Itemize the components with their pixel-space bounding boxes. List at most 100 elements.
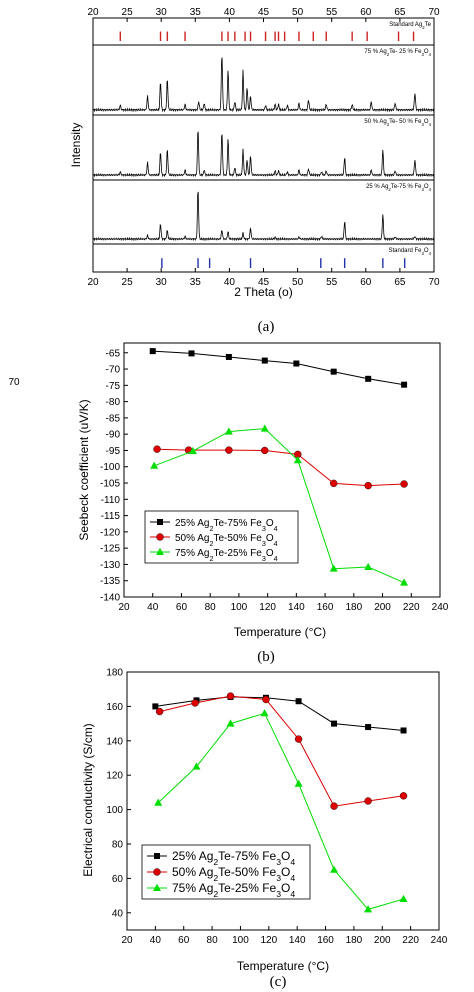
y-tick-label: -130 bbox=[100, 560, 120, 571]
x-tick-label-bottom: 25 bbox=[122, 277, 134, 288]
y-tick-label: -70 bbox=[106, 365, 121, 376]
square-marker bbox=[365, 724, 372, 731]
triangle-marker bbox=[330, 865, 339, 873]
circle-marker bbox=[155, 707, 164, 716]
x-tick-label-top: 40 bbox=[224, 7, 236, 18]
circle-marker bbox=[364, 481, 372, 490]
x-tick-label-bottom: 45 bbox=[258, 277, 270, 288]
triangle-marker bbox=[260, 709, 269, 717]
series-line bbox=[152, 350, 405, 386]
panel-label: Standard Ag2Te bbox=[389, 22, 431, 30]
x-tick-label-bottom: 35 bbox=[190, 277, 202, 288]
x-tick-label: 20 bbox=[121, 935, 133, 946]
x-tick-label-top: 20 bbox=[87, 7, 99, 18]
triangle-marker bbox=[153, 883, 161, 891]
y-tick-label: -140 bbox=[100, 593, 120, 604]
triangle-marker bbox=[399, 894, 408, 903]
y-tick-label: -100 bbox=[100, 462, 120, 473]
series-line bbox=[157, 712, 404, 910]
legend-label: 25% Ag2Te-75% Fe3O4 bbox=[175, 518, 278, 533]
triangle-marker bbox=[192, 762, 201, 770]
x-tick-label: 100 bbox=[231, 602, 248, 613]
plot-frame bbox=[126, 671, 440, 931]
series-line bbox=[154, 428, 405, 584]
x-tick-label-top: 60 bbox=[360, 7, 372, 18]
triangle-marker bbox=[154, 798, 163, 806]
circle-marker bbox=[226, 692, 235, 700]
y-tick-label: 60 bbox=[112, 874, 124, 885]
triangle-marker bbox=[400, 578, 409, 586]
figure-c-y-axis-label: Electrical conductivity (S/cm) bbox=[81, 723, 95, 876]
x-tick-label: 140 bbox=[289, 935, 306, 946]
x-tick-label-top: 50 bbox=[292, 7, 304, 18]
legend-box bbox=[141, 844, 311, 900]
triangle-marker bbox=[226, 719, 235, 727]
x-tick-label: 40 bbox=[147, 602, 159, 613]
x-tick-label: 120 bbox=[259, 602, 276, 613]
left-fragment-tick: 70 bbox=[8, 377, 20, 388]
panel-label: Standard Fe3O4 bbox=[388, 248, 431, 256]
x-tick-label-bottom: 40 bbox=[224, 277, 236, 288]
x-tick-label-top: 25 bbox=[122, 7, 134, 18]
x-tick-label: 180 bbox=[345, 602, 362, 613]
circle-marker bbox=[364, 797, 372, 805]
x-tick-label: 200 bbox=[374, 935, 391, 946]
plot-frame bbox=[123, 342, 441, 598]
x-tick-label: 240 bbox=[431, 935, 448, 946]
triangle-marker bbox=[364, 905, 373, 913]
square-marker bbox=[365, 375, 372, 382]
circle-marker bbox=[225, 446, 233, 454]
y-tick-label: 40 bbox=[112, 908, 124, 919]
triangle-marker bbox=[293, 456, 302, 464]
x-tick-label: 180 bbox=[346, 935, 363, 946]
x-tick-label: 60 bbox=[176, 602, 188, 613]
conductivity-chart: (c) Temperature (°C) Electrical conducti… bbox=[81, 668, 448, 991]
x-tick-label-bottom: 60 bbox=[360, 277, 372, 288]
y-tick-label: 80 bbox=[112, 840, 124, 851]
xrd-figure: (a) 2 Theta (o) Intensity 20 20 25 25 30 30 35… bbox=[69, 7, 440, 335]
legend-label: 50% Ag2Te-50% Fe3O4 bbox=[172, 865, 295, 883]
x-tick-label-bottom: 70 bbox=[428, 277, 440, 288]
y-tick-label: -125 bbox=[100, 544, 120, 555]
circle-marker bbox=[191, 699, 199, 707]
figure-c-x-axis-label: Temperature (°C) bbox=[237, 959, 329, 973]
circle-marker bbox=[400, 480, 408, 488]
y-tick-label: -75 bbox=[106, 381, 121, 392]
square-marker bbox=[401, 381, 408, 388]
plot-frame bbox=[92, 17, 435, 273]
x-tick-label-bottom: 30 bbox=[156, 277, 168, 288]
circle-marker bbox=[399, 792, 408, 800]
triangle-marker bbox=[329, 564, 338, 572]
circle-marker bbox=[262, 695, 270, 704]
x-tick-label-top: 55 bbox=[326, 7, 338, 18]
x-tick-label: 160 bbox=[317, 602, 334, 613]
triangle-marker bbox=[188, 446, 197, 455]
square-marker bbox=[152, 703, 159, 710]
x-tick-label-bottom: 20 bbox=[87, 277, 99, 288]
square-marker bbox=[261, 357, 268, 364]
x-tick-label: 20 bbox=[118, 602, 130, 613]
xrd-pattern-line bbox=[92, 57, 435, 113]
xrd-pattern-line bbox=[92, 191, 435, 242]
series-line bbox=[156, 448, 405, 487]
x-tick-label-top: 45 bbox=[258, 7, 270, 18]
circle-marker bbox=[261, 446, 269, 455]
x-tick-label: 220 bbox=[402, 935, 419, 946]
y-tick-label: -90 bbox=[106, 430, 121, 441]
y-tick-label: -115 bbox=[101, 511, 121, 522]
y-tick-label: -80 bbox=[106, 397, 121, 408]
y-tick-label: -85 bbox=[106, 413, 121, 424]
circle-marker bbox=[153, 868, 161, 876]
square-marker bbox=[293, 360, 300, 367]
y-tick-label: 160 bbox=[106, 702, 123, 713]
figure-b-caption: (b) bbox=[257, 649, 275, 665]
triangle-marker bbox=[364, 562, 373, 571]
y-tick-label: -65 bbox=[106, 348, 121, 359]
series-line bbox=[159, 695, 404, 807]
circle-marker bbox=[156, 533, 164, 541]
square-marker bbox=[400, 727, 407, 734]
square-marker bbox=[188, 350, 195, 357]
figure-b-y-axis-label: Seebeck coefficient (uV/K) bbox=[77, 399, 91, 540]
x-tick-label-top: 30 bbox=[156, 7, 168, 18]
y-tick-label: -95 bbox=[106, 446, 121, 457]
